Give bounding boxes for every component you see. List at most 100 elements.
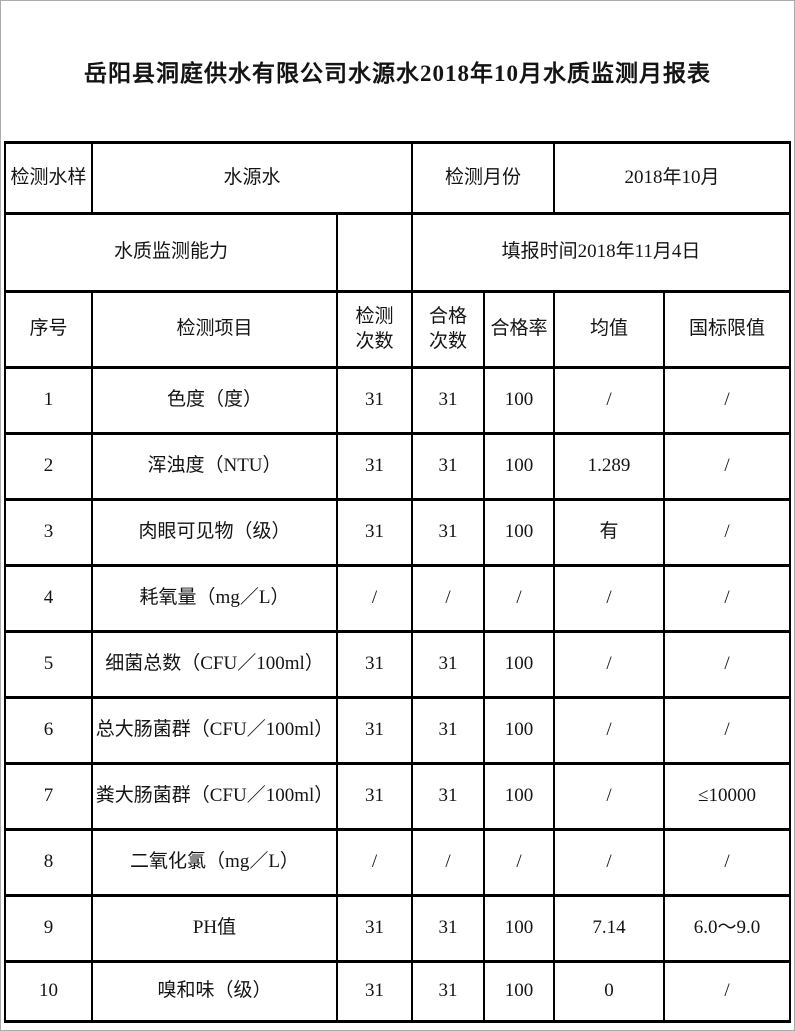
cell-pass-count: 31 (411, 894, 486, 963)
cell-item: 嗅和味（级） (91, 960, 338, 1023)
cell-mean: / (553, 564, 666, 633)
cell-item: 色度（度） (91, 366, 338, 435)
cell-limit: / (663, 696, 792, 765)
cell-pass-rate: 100 (483, 432, 556, 501)
cell-seq: 6 (4, 696, 93, 765)
page-title: 岳阳县洞庭供水有限公司水源水2018年10月水质监测月报表 (84, 61, 711, 86)
cell-test-count: 31 (335, 432, 414, 501)
cell-seq: 1 (4, 366, 93, 435)
cell-pass-count: 31 (411, 432, 486, 501)
cell-test-count: 31 (335, 894, 414, 963)
info-report-time-cell: 填报时间2018年11月4日 (411, 212, 792, 293)
cell-mean: / (553, 696, 666, 765)
cell-item: 二氧化氯（mg／L） (91, 828, 338, 897)
cell-mean: / (553, 828, 666, 897)
cell-item: 细菌总数（CFU／100ml） (91, 630, 338, 699)
cell-pass-count: 31 (411, 498, 486, 567)
cell-limit: ≤10000 (663, 762, 792, 831)
cell-limit: / (663, 630, 792, 699)
info-empty-cell (335, 212, 414, 293)
cell-limit: / (663, 564, 792, 633)
info-row-sample: 检测水样 水源水 检测月份 2018年10月 (4, 141, 792, 215)
cell-item: 耗氧量（mg／L） (91, 564, 338, 633)
cell-pass-rate: 100 (483, 366, 556, 435)
cell-pass-count: / (411, 564, 486, 633)
header-cell-test-count: 检测 次数 (335, 290, 414, 369)
info-sample-label-cell: 检测水样 (4, 141, 93, 215)
cell-pass-count: 31 (411, 630, 486, 699)
cell-limit: / (663, 432, 792, 501)
table-row: 9 PH值 31 31 100 7.14 6.0～9.0 (4, 894, 792, 963)
table-row: 3 肉眼可见物（级） 31 31 100 有 / (4, 498, 792, 567)
cell-pass-rate: 100 (483, 696, 556, 765)
cell-seq: 3 (4, 498, 93, 567)
header-cell-pass-rate: 合格率 (483, 290, 556, 369)
cell-limit: / (663, 498, 792, 567)
table-row: 6 总大肠菌群（CFU／100ml） 31 31 100// (4, 696, 792, 765)
cell-mean: 7.14 (553, 894, 666, 963)
table-row: 2 浑浊度（NTU） 31 31 100 1.289/ (4, 432, 792, 501)
cell-mean: / (553, 762, 666, 831)
cell-pass-count: 31 (411, 960, 486, 1023)
info-sample-value-cell: 水源水 (90, 141, 414, 215)
cell-mean: 0 (553, 960, 666, 1023)
cell-test-count: 31 (335, 960, 414, 1023)
cell-pass-count: 31 (411, 696, 486, 765)
cell-test-count: 31 (335, 630, 414, 699)
table-row: 1 色度（度） 31 31 100// (4, 366, 792, 435)
info-capability-cell: 水质监测能力 (4, 212, 338, 293)
table-row: 10 嗅和味（级） 31 31 100 0/ (4, 960, 792, 1023)
report-table: 检测水样 水源水 检测月份 2018年10月 水质监测能力 填报时间2018年1… (4, 141, 792, 1023)
cell-pass-rate: 100 (483, 894, 556, 963)
table-row: 7 粪大肠菌群（CFU／100ml） 31 31 100/≤10000 (4, 762, 792, 831)
cell-mean: 1.289 (553, 432, 666, 501)
cell-test-count: / (335, 828, 414, 897)
cell-seq: 4 (4, 564, 93, 633)
cell-pass-rate: / (483, 564, 556, 633)
cell-pass-rate: / (483, 828, 556, 897)
info-month-label-cell: 检测月份 (411, 141, 556, 215)
cell-pass-rate: 100 (483, 498, 556, 567)
report-body: 检测水样 水源水 检测月份 2018年10月 水质监测能力 填报时间2018年1… (4, 141, 792, 1023)
cell-item: 总大肠菌群（CFU／100ml） (91, 696, 338, 765)
cell-limit: / (663, 960, 792, 1023)
cell-limit: / (663, 366, 792, 435)
cell-seq: 8 (4, 828, 93, 897)
cell-pass-count: 31 (411, 762, 486, 831)
info-month-value-cell: 2018年10月 (553, 141, 792, 215)
cell-pass-rate: 100 (483, 630, 556, 699)
cell-seq: 2 (4, 432, 93, 501)
cell-test-count: 31 (335, 762, 414, 831)
cell-pass-count: / (411, 828, 486, 897)
header-cell-seq: 序号 (4, 290, 93, 369)
cell-seq: 7 (4, 762, 93, 831)
header-cell-pass-count: 合格 次数 (411, 290, 486, 369)
header-cell-mean: 均值 (553, 290, 666, 369)
cell-mean: / (553, 630, 666, 699)
cell-seq: 9 (4, 894, 93, 963)
cell-pass-count: 31 (411, 366, 486, 435)
cell-mean: 有 (553, 498, 666, 567)
title-band: 岳阳县洞庭供水有限公司水源水2018年10月水质监测月报表 (1, 1, 794, 141)
cell-item: PH值 (91, 894, 338, 963)
cell-test-count: / (335, 564, 414, 633)
cell-pass-rate: 100 (483, 762, 556, 831)
header-row: 序号 检测项目 检测 次数 合格 次数 合格率 均值 国标限值 (4, 290, 792, 369)
cell-limit: 6.0～9.0 (663, 894, 792, 963)
cell-limit: / (663, 828, 792, 897)
cell-seq: 10 (4, 960, 93, 1023)
info-row-capability: 水质监测能力 填报时间2018年11月4日 (4, 212, 792, 293)
header-cell-limit: 国标限值 (663, 290, 792, 369)
cell-test-count: 31 (335, 696, 414, 765)
table-row: 4 耗氧量（mg／L） / / / / / (4, 564, 792, 633)
table-row: 5 细菌总数（CFU／100ml） 31 31 100// (4, 630, 792, 699)
cell-test-count: 31 (335, 366, 414, 435)
cell-mean: / (553, 366, 666, 435)
cell-item: 粪大肠菌群（CFU／100ml） (91, 762, 338, 831)
table-row: 8 二氧化氯（mg／L） / / / / / (4, 828, 792, 897)
cell-seq: 5 (4, 630, 93, 699)
cell-pass-rate: 100 (483, 960, 556, 1023)
header-cell-item: 检测项目 (91, 290, 338, 369)
cell-item: 浑浊度（NTU） (91, 432, 338, 501)
